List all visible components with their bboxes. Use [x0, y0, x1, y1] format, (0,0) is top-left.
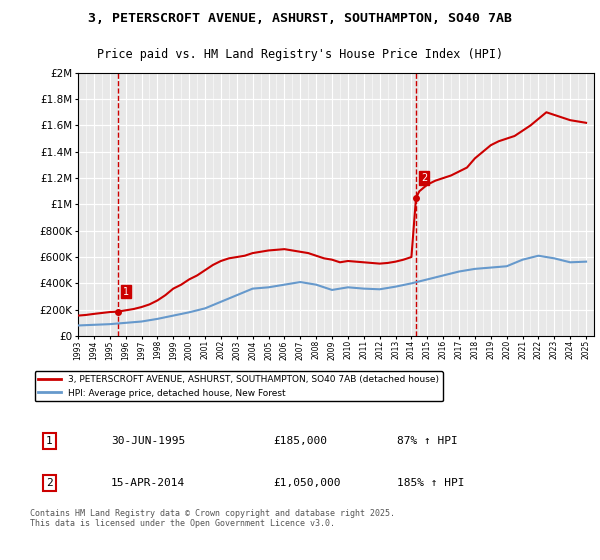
Text: £185,000: £185,000	[273, 436, 327, 446]
Text: 87% ↑ HPI: 87% ↑ HPI	[397, 436, 458, 446]
Text: 3, PETERSCROFT AVENUE, ASHURST, SOUTHAMPTON, SO40 7AB: 3, PETERSCROFT AVENUE, ASHURST, SOUTHAMP…	[88, 12, 512, 25]
Text: 30-JUN-1995: 30-JUN-1995	[111, 436, 185, 446]
Text: 2: 2	[421, 172, 427, 183]
Text: 1: 1	[122, 287, 128, 297]
Text: Price paid vs. HM Land Registry's House Price Index (HPI): Price paid vs. HM Land Registry's House …	[97, 48, 503, 61]
Text: 2: 2	[46, 478, 53, 488]
Text: 185% ↑ HPI: 185% ↑ HPI	[397, 478, 465, 488]
Legend: 3, PETERSCROFT AVENUE, ASHURST, SOUTHAMPTON, SO40 7AB (detached house), HPI: Ave: 3, PETERSCROFT AVENUE, ASHURST, SOUTHAMP…	[35, 371, 443, 402]
Text: £1,050,000: £1,050,000	[273, 478, 341, 488]
Text: 1: 1	[46, 436, 53, 446]
Text: 15-APR-2014: 15-APR-2014	[111, 478, 185, 488]
Text: Contains HM Land Registry data © Crown copyright and database right 2025.
This d: Contains HM Land Registry data © Crown c…	[30, 509, 395, 529]
